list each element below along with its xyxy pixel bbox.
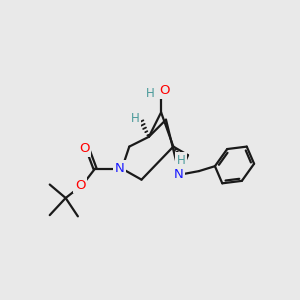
Text: O: O [79, 142, 89, 155]
Text: O: O [160, 84, 170, 97]
Text: O: O [75, 178, 86, 191]
Text: N: N [173, 168, 183, 181]
Text: N: N [115, 162, 124, 175]
Text: H: H [131, 112, 140, 125]
Text: H: H [177, 154, 186, 167]
Text: H: H [146, 88, 154, 100]
